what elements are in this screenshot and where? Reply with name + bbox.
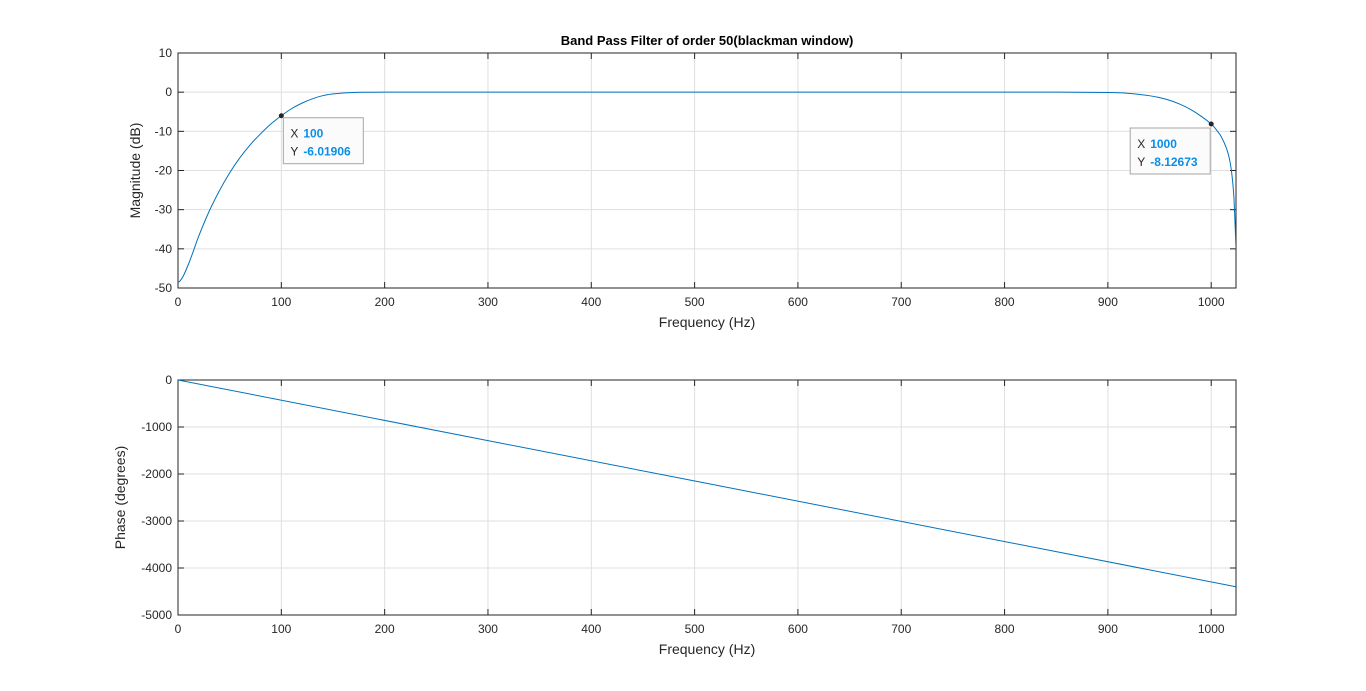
magnitude-x-tick-label: 100 (271, 295, 291, 309)
datatip-x-value: 100 (303, 127, 323, 141)
phase-x-axis-label: Frequency (Hz) (659, 641, 755, 657)
magnitude-y-axis-label: Magnitude (dB) (127, 123, 143, 219)
magnitude-x-tick-label: 800 (995, 295, 1015, 309)
phase-y-tick-label: -5000 (141, 608, 172, 622)
phase-x-tick-label: 900 (1098, 622, 1118, 636)
phase-y-tick-label: -3000 (141, 514, 172, 528)
phase-y-tick-label: -4000 (141, 561, 172, 575)
phase-series-line (178, 380, 1236, 588)
phase-x-tick-label: 400 (581, 622, 601, 636)
phase-x-tick-label: 500 (685, 622, 705, 636)
phase-x-tick-label: 1000 (1198, 622, 1225, 636)
magnitude-y-tick-label: -40 (155, 242, 173, 256)
magnitude-x-tick-label: 200 (375, 295, 395, 309)
datatip-y-value: -8.12673 (1150, 155, 1198, 169)
phase-x-tick-label: 700 (891, 622, 911, 636)
magnitude-axes[interactable]: 0 100 200 300 400 500 600 700 800 900 1000100-10-2… (127, 46, 1237, 330)
phase-x-tick-label: 800 (995, 622, 1015, 636)
chart-title: Band Pass Filter of order 50(blackman wi… (561, 33, 854, 48)
magnitude-x-tick-label: 700 (891, 295, 911, 309)
magnitude-y-tick-label: 10 (159, 46, 173, 60)
phase-x-tick-label: 100 (271, 622, 291, 636)
magnitude-x-tick-label: 1000 (1198, 295, 1225, 309)
magnitude-y-tick-label: 0 (165, 85, 172, 99)
magnitude-series-line (178, 91, 1236, 283)
magnitude-x-tick-label: 500 (685, 295, 705, 309)
magnitude-x-tick-label: 600 (788, 295, 808, 309)
phase-y-tick-label: -1000 (141, 420, 172, 434)
magnitude-y-tick-label: -50 (155, 281, 173, 295)
magnitude-x-tick-label: 400 (581, 295, 601, 309)
datatip-y-label: Y (1137, 155, 1145, 169)
datatip-x-label: X (290, 127, 298, 141)
phase-x-tick-label: 300 (478, 622, 498, 636)
magnitude-x-tick-label: 900 (1098, 295, 1118, 309)
phase-axes[interactable]: 0 100 200 300 400 500 600 700 800 900 1000 0 -1000 -2… (112, 373, 1237, 657)
phase-x-tick-label: 600 (788, 622, 808, 636)
phase-x-tick-label: 0 (175, 622, 182, 636)
phase-plot-area (178, 380, 1236, 615)
phase-y-tick-label: -2000 (141, 467, 172, 481)
datatip-box (1129, 127, 1211, 175)
phase-x-tick-label: 200 (375, 622, 395, 636)
datatip-x-value: 1000 (1150, 137, 1177, 151)
phase-y-tick-label: 0 (165, 373, 172, 387)
magnitude-y-tick-label: -20 (155, 164, 173, 178)
datatip-marker (278, 113, 284, 119)
phase-axes-box (177, 379, 1237, 616)
datatip-y-label: Y (290, 145, 298, 159)
magnitude-x-tick-label: 300 (478, 295, 498, 309)
phase-y-axis-label: Phase (degrees) (112, 446, 128, 550)
magnitude-y-tick-label: -10 (155, 124, 173, 138)
datatip-box (282, 117, 364, 165)
datatip-marker (1208, 121, 1214, 127)
datatip-x-label: X (1137, 137, 1145, 151)
magnitude-x-tick-label: 0 (175, 295, 182, 309)
magnitude-y-tick-label: -30 (155, 203, 173, 217)
datatip-y-value: -6.01906 (303, 145, 351, 159)
magnitude-x-axis-label: Frequency (Hz) (659, 314, 755, 330)
